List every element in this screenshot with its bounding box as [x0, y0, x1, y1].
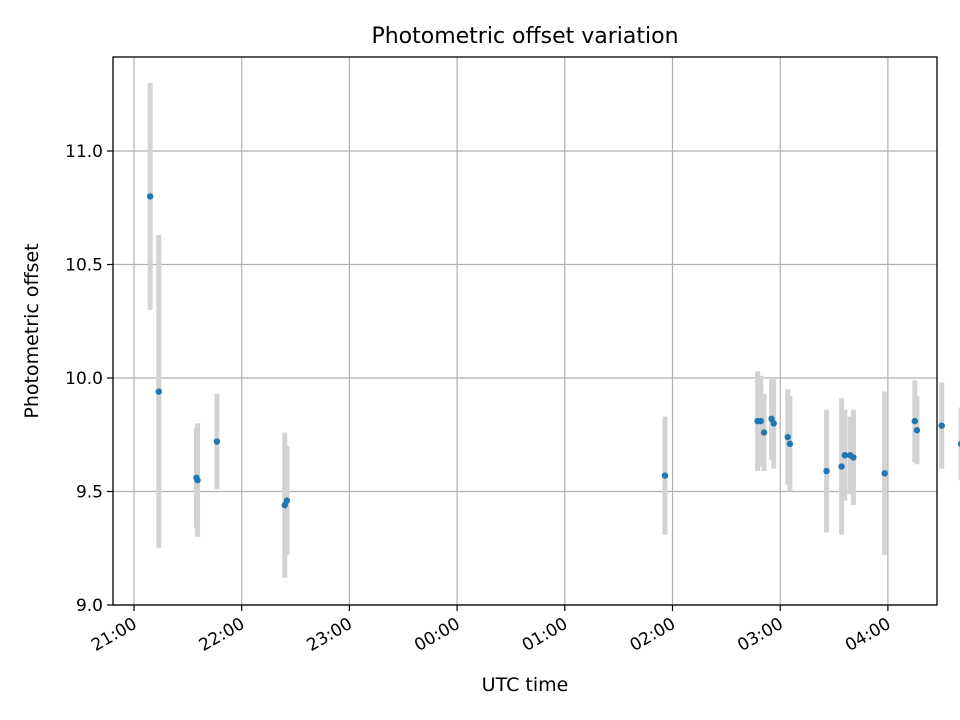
x-tick-label: 23:00 — [303, 614, 355, 656]
y-axis-ticks: 9.0 9.5 10.0 10.5 11.0 — [65, 142, 113, 616]
x-tick-label: 21:00 — [88, 614, 140, 656]
x-tick-label: 02:00 — [627, 614, 679, 656]
data-point — [661, 472, 669, 479]
x-tick-label: 03:00 — [734, 614, 786, 656]
data-point — [957, 440, 960, 447]
data-point — [913, 427, 921, 434]
data-point — [760, 429, 768, 436]
data-points — [146, 193, 960, 509]
data-point — [770, 420, 777, 427]
y-tick-label: 10.0 — [65, 369, 103, 389]
data-point — [283, 497, 291, 504]
x-tick-label: 22:00 — [196, 614, 248, 656]
y-axis-label: Photometric offset — [21, 243, 43, 418]
data-point — [881, 470, 888, 477]
y-tick-label: 9.0 — [76, 596, 103, 616]
y-tick-label: 10.5 — [65, 256, 103, 276]
data-point — [911, 417, 919, 425]
data-point — [938, 422, 945, 429]
x-tick-label: 04:00 — [842, 614, 894, 656]
data-point — [194, 476, 201, 484]
grid — [113, 57, 937, 606]
chart-title: Photometric offset variation — [371, 24, 678, 49]
data-point — [757, 417, 765, 425]
data-point — [155, 388, 162, 395]
errorbars — [147, 82, 960, 578]
x-tick-label: 00:00 — [411, 614, 463, 656]
y-tick-label: 9.5 — [76, 483, 103, 503]
data-point — [850, 454, 857, 461]
data-point — [841, 451, 849, 459]
data-point — [786, 440, 794, 448]
data-point — [213, 438, 221, 445]
x-tick-label: 01:00 — [519, 614, 571, 656]
x-axis-ticks: 21:00 22:00 23:00 00:00 01:00 02:00 03:00 04:00 — [88, 605, 894, 656]
x-axis-label: UTC time — [482, 674, 569, 696]
plot-frame — [112, 56, 938, 606]
data-point — [146, 193, 154, 200]
data-point — [784, 433, 791, 441]
data-point — [838, 463, 845, 470]
y-tick-label: 11.0 — [65, 142, 103, 162]
data-point — [823, 467, 830, 475]
